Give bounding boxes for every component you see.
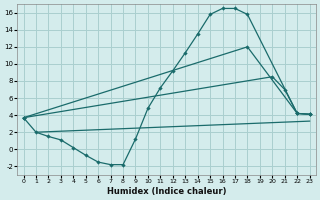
- X-axis label: Humidex (Indice chaleur): Humidex (Indice chaleur): [107, 187, 226, 196]
